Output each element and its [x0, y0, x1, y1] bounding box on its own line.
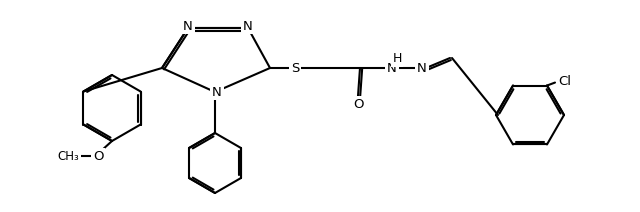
Text: N: N [387, 61, 397, 74]
Text: Cl: Cl [559, 75, 572, 88]
Text: N: N [183, 20, 193, 32]
Text: H: H [392, 53, 402, 66]
Text: N: N [243, 20, 253, 32]
Text: O: O [93, 149, 103, 163]
Text: S: S [291, 61, 299, 74]
Text: CH₃: CH₃ [57, 149, 79, 163]
Text: N: N [417, 61, 427, 74]
Text: O: O [353, 98, 364, 110]
Text: N: N [212, 85, 222, 99]
